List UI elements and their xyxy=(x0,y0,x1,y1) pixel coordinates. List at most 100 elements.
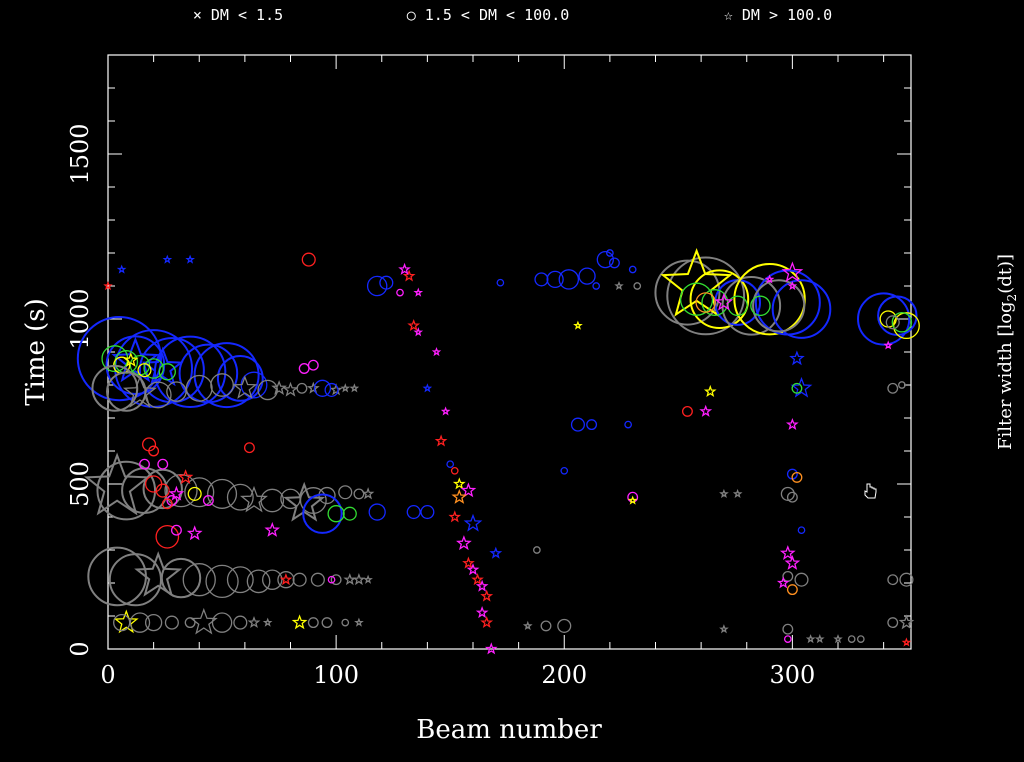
point-star xyxy=(122,352,139,367)
point-circle xyxy=(540,620,552,632)
point-circle xyxy=(654,259,721,326)
point-circle xyxy=(366,275,388,297)
x-tick-label: 300 xyxy=(769,661,815,689)
point-star xyxy=(898,614,915,630)
point-circle xyxy=(679,282,714,316)
point-star xyxy=(340,383,351,393)
point-circle xyxy=(166,381,187,402)
point-circle xyxy=(750,295,771,317)
point-circle xyxy=(338,485,353,500)
point-star xyxy=(247,615,261,629)
point-circle xyxy=(783,635,792,643)
point-circle xyxy=(887,617,899,629)
chart-legend: × DM < 1.5 ○ 1.5 < DM < 100.0 ☆ DM > 100.0 xyxy=(193,6,832,24)
point-star xyxy=(422,383,433,393)
point-circle xyxy=(158,363,176,381)
point-star xyxy=(480,589,494,602)
colorbar-title: Filter width [log2(dt)] xyxy=(995,254,1019,450)
point-circle xyxy=(396,288,404,297)
point-star xyxy=(460,482,477,498)
x-axis-title: Beam number xyxy=(416,715,602,745)
point-star xyxy=(901,637,912,647)
point-circle xyxy=(143,358,164,379)
point-circle xyxy=(310,572,325,587)
point-star xyxy=(407,318,421,332)
point-circle xyxy=(185,374,213,402)
point-circle xyxy=(450,466,459,475)
point-circle xyxy=(899,572,914,587)
point-circle xyxy=(771,279,832,339)
point-star xyxy=(781,261,804,283)
point-circle xyxy=(184,617,196,629)
point-circle xyxy=(794,572,809,587)
point-circle xyxy=(137,363,152,378)
point-star xyxy=(451,488,468,504)
legend-entry-cross: × DM < 1.5 xyxy=(193,6,283,24)
point-star xyxy=(805,634,816,644)
point-star xyxy=(134,551,183,597)
point-circle xyxy=(243,442,255,454)
point-star xyxy=(168,485,185,501)
data-points xyxy=(76,247,920,655)
point-circle xyxy=(91,364,139,412)
point-circle xyxy=(226,483,254,511)
point-circle xyxy=(786,584,798,596)
point-star xyxy=(232,375,258,399)
point-star xyxy=(103,280,113,291)
point-star xyxy=(354,617,364,627)
point-circle xyxy=(161,498,173,510)
point-star xyxy=(413,287,424,297)
point-circle xyxy=(155,524,180,549)
point-circle xyxy=(797,526,806,535)
point-circle xyxy=(586,419,598,431)
point-circle xyxy=(578,267,596,285)
point-circle xyxy=(207,478,238,509)
point-circle xyxy=(695,292,716,313)
point-circle xyxy=(164,615,179,630)
point-circle xyxy=(666,256,746,336)
point-star xyxy=(785,417,799,431)
point-circle xyxy=(857,292,911,346)
point-circle xyxy=(606,249,614,257)
point-circle xyxy=(105,335,166,396)
point-circle xyxy=(160,557,202,599)
point-circle xyxy=(96,460,157,521)
point-star xyxy=(413,327,424,337)
point-circle xyxy=(341,618,350,627)
point-circle xyxy=(233,615,248,630)
colorbar-title-subscript: 2 xyxy=(1005,294,1019,302)
point-star xyxy=(306,381,320,394)
point-star xyxy=(456,535,472,551)
point-star xyxy=(614,280,624,291)
point-circle xyxy=(202,495,214,506)
point-star xyxy=(452,477,466,490)
point-star xyxy=(363,574,373,584)
y-tick-label: 0 xyxy=(66,641,94,656)
point-circle xyxy=(142,468,183,510)
point-star xyxy=(162,254,173,264)
point-circle xyxy=(299,487,327,514)
point-circle xyxy=(368,503,386,521)
point-star xyxy=(627,495,638,505)
point-star xyxy=(883,340,893,350)
point-star xyxy=(177,469,194,485)
point-circle xyxy=(129,612,151,633)
point-circle xyxy=(633,282,642,290)
x-tick-label: 100 xyxy=(313,661,359,689)
point-circle xyxy=(628,265,637,274)
point-star xyxy=(262,617,273,627)
point-circle xyxy=(307,359,319,371)
point-circle xyxy=(187,486,202,501)
point-star xyxy=(84,452,151,516)
point-star xyxy=(719,624,729,634)
point-circle xyxy=(496,278,505,287)
point-star xyxy=(463,513,483,532)
point-star xyxy=(790,376,813,398)
point-circle xyxy=(157,458,169,470)
point-star xyxy=(349,383,360,393)
point-circle xyxy=(148,445,160,457)
axis-ticks xyxy=(107,54,911,650)
point-star xyxy=(448,510,462,523)
point-star xyxy=(116,264,127,274)
